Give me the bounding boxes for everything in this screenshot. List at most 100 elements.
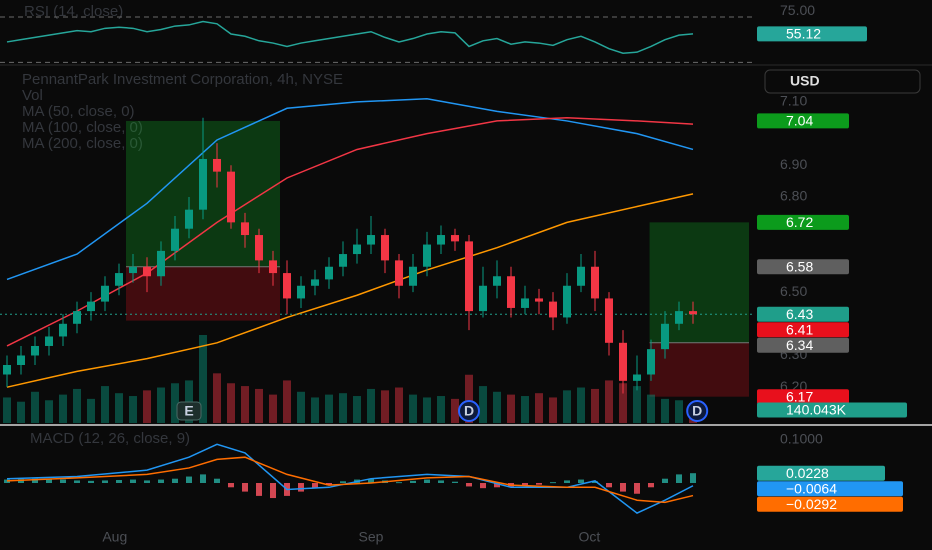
macd-histogram-bar [326,482,332,486]
macd-histogram-bar [438,480,444,483]
volume-bar [479,386,487,423]
volume-bar [633,386,641,423]
macd-histogram-bar [452,481,458,483]
x-tick-label: Oct [579,529,601,545]
volume-bar [339,393,347,423]
volume-bar [591,388,599,423]
candle-body [367,235,375,245]
ma-legend: MA (100, close, 0) [22,119,143,136]
candle-body [661,323,669,350]
macd-histogram-bar [690,473,696,483]
volume-bar [535,393,543,423]
candle-body [409,266,417,286]
event-label: D [692,403,702,419]
volume-bar [115,393,123,423]
x-tick-label: Aug [102,529,127,545]
macd-histogram-bar [620,482,626,492]
volume-bar [381,390,389,423]
y-tick-label: 7.10 [780,93,807,109]
candle-body [227,171,235,223]
price-badge [757,322,849,338]
volume-bar [507,394,515,423]
candle-body [87,301,95,312]
volume-bar [465,374,473,423]
volume-bar [171,383,179,423]
candle-body [241,222,249,236]
earnings-marker [176,401,202,421]
volume-bar [549,397,557,423]
macd-histogram-bar [340,481,346,483]
macd-histogram-bar [74,480,80,483]
macd-histogram-bar [144,480,150,483]
volume-bar [143,390,151,423]
price-badge [757,389,849,405]
volume-bar [521,396,529,423]
macd-histogram-bar [214,478,220,483]
price-badge [757,337,849,353]
price-badge [757,465,885,481]
candle-body [311,279,319,286]
currency-button[interactable] [764,69,921,94]
price-badge [757,113,849,129]
macd-histogram-bar [606,482,612,488]
macd-histogram-bar [102,480,108,483]
candle-body [577,266,585,286]
macd-histogram-bar [32,478,38,483]
candle-body [17,355,25,365]
macd-histogram-bar [564,480,570,483]
volume-bar [255,388,263,423]
macd-histogram-bar [116,479,122,483]
volume-bar [59,394,67,423]
macd-histogram-bar [130,479,136,483]
macd-histogram-bar [256,482,262,496]
candle-body [255,235,263,261]
position-loss-zone [126,266,280,321]
candle-body [647,349,655,375]
price-badge [757,402,907,418]
rsi-title: RSI (14, close) [24,3,123,20]
volume-bar [395,387,403,423]
candle-body [45,336,53,346]
candle-body [479,285,487,312]
volume-bar [325,394,333,423]
candle-body [563,285,571,318]
macd-histogram-bar [18,479,24,483]
volume-bar [563,390,571,423]
price-badge [757,214,849,230]
currency-label[interactable]: USD [790,73,820,89]
macd-title: MACD (12, 26, close, 9) [30,430,190,447]
macd-histogram-bar [592,481,598,483]
candle-body [633,374,641,381]
volume-bar [87,398,95,423]
candle-body [535,298,543,302]
candle-body [325,266,333,280]
price-badge-label: 55.12 [786,26,821,42]
volume-bar [409,394,417,423]
candle-body [465,241,473,312]
macd-histogram-bar [60,479,66,483]
candle-body [437,235,445,245]
candle-body [395,260,403,286]
y-tick-label: 0.1000 [780,431,823,447]
event-label: D [464,403,474,419]
volume-bar [647,394,655,423]
macd-histogram-bar [312,482,318,489]
volume-bar [31,391,39,423]
volume-bar [283,380,291,423]
price-badge-label: −0.0292 [786,496,837,512]
price-badge-label: 6.17 [786,388,813,404]
price-badge [757,26,867,42]
line-series [6,117,694,347]
candle-body [521,298,529,308]
macd-histogram-bar [270,482,276,499]
volume-bar [675,400,683,423]
volume-bar [45,400,53,423]
volume-bar [227,383,235,423]
candle-body [115,273,123,286]
volume-bar [3,397,11,423]
dividend-marker [458,400,480,422]
price-badge-label: 7.04 [786,113,813,129]
candle-body [157,250,165,277]
candle-body [339,254,347,267]
y-tick-label: 75.00 [780,2,815,18]
